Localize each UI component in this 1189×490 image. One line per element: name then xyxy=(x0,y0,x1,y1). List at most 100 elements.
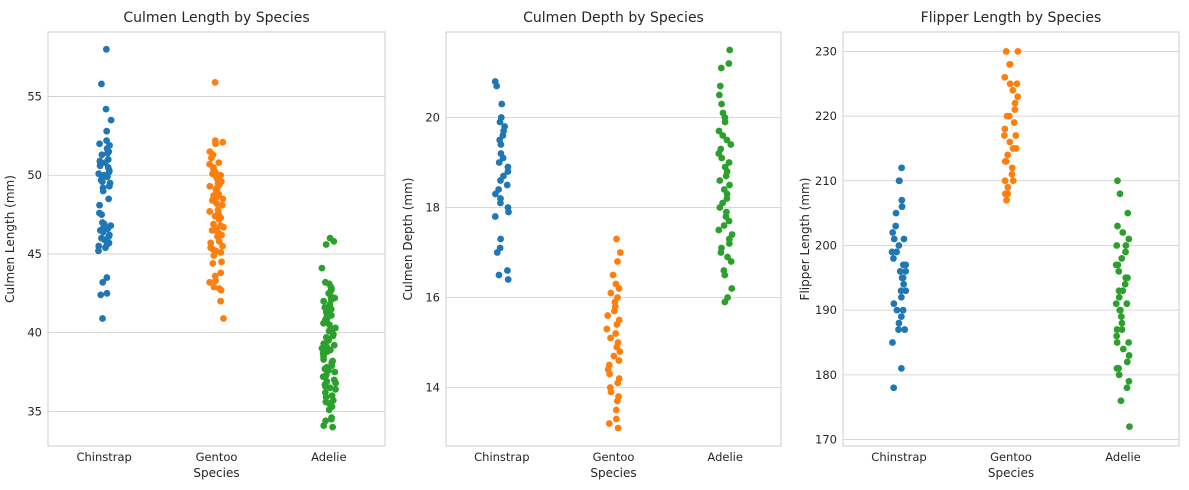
data-point xyxy=(217,248,225,256)
data-point xyxy=(1003,112,1011,120)
x-axis-label: Species xyxy=(193,466,239,480)
data-point xyxy=(99,228,107,236)
data-point xyxy=(105,182,113,190)
data-point xyxy=(890,300,898,308)
data-point xyxy=(1012,132,1020,139)
data-point xyxy=(720,222,728,229)
data-point xyxy=(606,370,614,378)
data-point xyxy=(726,46,734,54)
data-point xyxy=(499,154,507,162)
data-point xyxy=(716,204,724,211)
data-point xyxy=(215,215,223,223)
data-point xyxy=(95,247,102,255)
data-point xyxy=(213,200,221,207)
data-point xyxy=(1114,261,1122,269)
series-adelie xyxy=(715,46,736,306)
data-point xyxy=(326,384,334,392)
data-point xyxy=(328,415,335,423)
data-point xyxy=(322,241,330,248)
x-tick-label: Gentoo xyxy=(196,450,238,464)
data-point xyxy=(614,424,622,432)
data-point xyxy=(215,237,223,245)
data-point xyxy=(1006,80,1014,88)
data-point xyxy=(1001,157,1009,165)
data-point xyxy=(1126,423,1133,430)
data-point xyxy=(1004,151,1012,159)
data-point xyxy=(1123,300,1131,308)
data-point xyxy=(220,315,227,322)
data-point xyxy=(504,267,511,274)
data-point xyxy=(892,222,900,230)
series-chinstrap xyxy=(95,45,115,322)
y-tick-label: 180 xyxy=(815,368,837,382)
data-point xyxy=(1009,86,1017,94)
chart-title: Culmen Depth by Species xyxy=(523,10,704,26)
data-point xyxy=(716,177,724,184)
data-point xyxy=(219,242,226,250)
chart-panel-1: 35 40 45 50 55 Chinstrap Gentoo Adelie Culmen Le… xyxy=(3,10,386,480)
data-point xyxy=(491,213,499,220)
data-point xyxy=(897,287,905,295)
data-point xyxy=(895,319,903,327)
y-tick-label: 18 xyxy=(425,201,440,215)
y-tick-label: 20 xyxy=(425,111,440,125)
data-point xyxy=(717,64,725,72)
data-point xyxy=(1115,371,1123,379)
data-point xyxy=(1006,60,1014,68)
data-point xyxy=(495,271,503,279)
data-point xyxy=(1119,345,1127,353)
data-point xyxy=(612,415,620,423)
data-point xyxy=(493,249,501,256)
y-axis-label: Culmen Length (mm) xyxy=(3,175,17,303)
series-chinstrap xyxy=(888,164,910,392)
data-point xyxy=(725,60,733,67)
data-point xyxy=(613,321,621,328)
data-point xyxy=(1014,93,1022,101)
data-point xyxy=(896,267,904,275)
data-point xyxy=(725,217,733,225)
data-point xyxy=(715,127,723,135)
data-point xyxy=(497,141,505,148)
data-point xyxy=(615,357,623,364)
data-point xyxy=(1125,352,1133,359)
y-tick-label: 190 xyxy=(815,303,837,317)
x-axis-label: Species xyxy=(988,466,1034,480)
data-point xyxy=(210,252,218,259)
data-point xyxy=(497,199,504,207)
data-point xyxy=(1118,326,1126,333)
data-point xyxy=(1123,358,1131,366)
chart-panel-3: 170 180 190 200 210 220 230 Chinstrap Gentoo Adel… xyxy=(798,10,1180,480)
data-point xyxy=(727,258,735,265)
y-tick-label: 170 xyxy=(815,433,837,447)
data-point xyxy=(99,187,107,195)
data-point xyxy=(603,325,611,333)
y-axis-label: Flipper Length (mm) xyxy=(798,178,812,301)
data-point xyxy=(96,201,103,209)
data-point xyxy=(505,208,512,216)
data-point xyxy=(496,118,504,126)
data-point xyxy=(1119,229,1127,236)
data-point xyxy=(1004,183,1012,191)
data-point xyxy=(217,269,225,277)
data-point xyxy=(888,248,896,256)
y-tick-label: 50 xyxy=(27,168,42,182)
data-point xyxy=(1002,48,1010,55)
data-point xyxy=(1001,177,1009,185)
data-point xyxy=(1113,339,1121,346)
data-point xyxy=(1008,164,1016,172)
data-point xyxy=(102,45,110,53)
data-point xyxy=(1011,99,1019,107)
data-point xyxy=(1008,170,1016,178)
data-point xyxy=(1112,300,1120,308)
data-point xyxy=(1009,145,1017,152)
data-point xyxy=(902,267,910,275)
data-point xyxy=(495,159,503,166)
data-point xyxy=(331,368,339,376)
series-chinstrap xyxy=(491,78,512,283)
data-point xyxy=(97,291,105,299)
data-point xyxy=(219,195,227,203)
data-point xyxy=(98,211,106,219)
data-point xyxy=(1118,255,1126,262)
data-point xyxy=(898,203,906,211)
data-point xyxy=(330,237,338,245)
